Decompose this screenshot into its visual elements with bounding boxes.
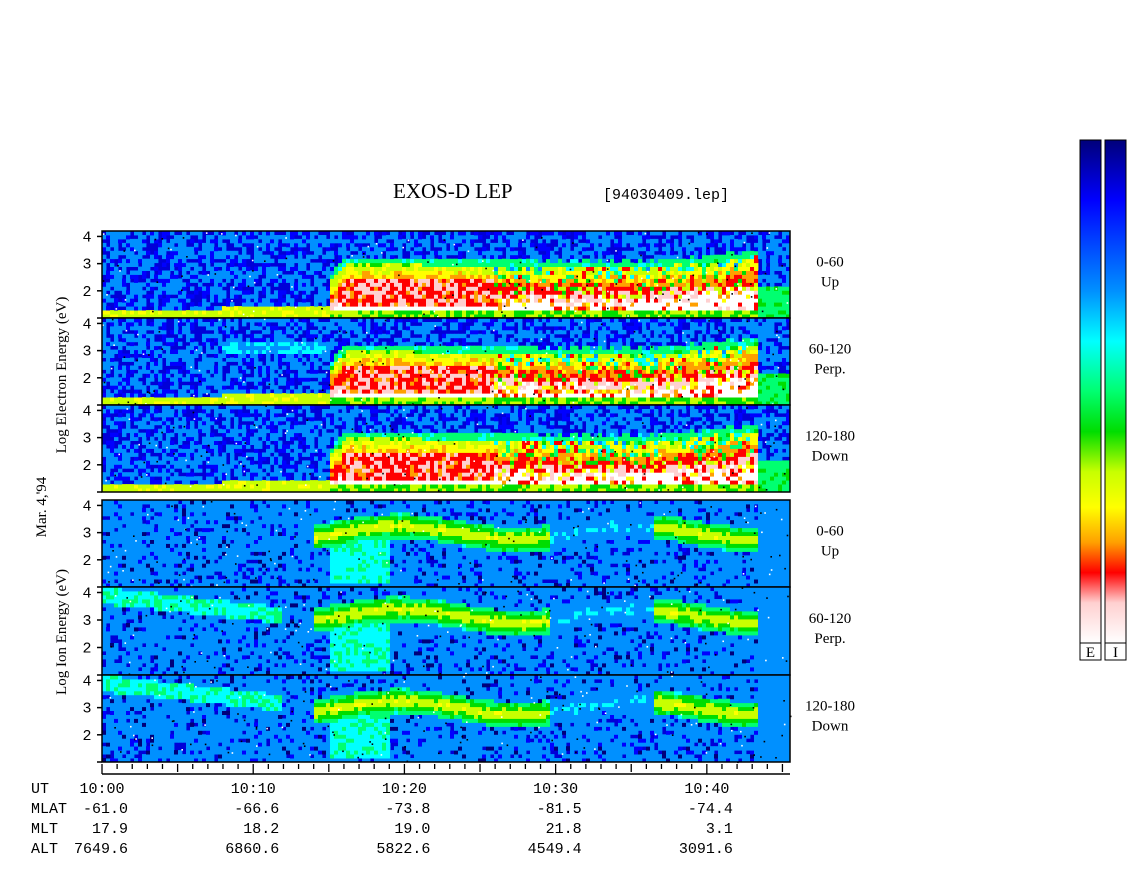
pitch-direction-label: Up — [821, 544, 839, 560]
pitch-direction-label: Perp. — [814, 362, 845, 378]
orbit-value-ut: 10:20 — [382, 781, 427, 798]
spectrogram-panel-ion-perp — [101, 586, 791, 677]
pitch-direction-label: Up — [821, 275, 839, 291]
date-label: Mar. 4,'94 — [34, 476, 50, 537]
orbit-value-mlt: 18.2 — [243, 821, 279, 838]
y-tick-label: 4 — [82, 586, 91, 603]
orbit-value-ut: 10:10 — [231, 781, 276, 798]
chart-title: EXOS-D LEP — [393, 179, 513, 203]
y-tick-label: 2 — [82, 728, 91, 745]
spectrogram-panel-ion-up — [101, 499, 791, 588]
orbit-value-mlat: -61.0 — [83, 801, 128, 818]
orbit-value-alt: 6860.6 — [225, 841, 279, 858]
orbit-value-alt: 3091.6 — [679, 841, 733, 858]
y-tick-label: 2 — [82, 458, 91, 475]
colorbar-ion-label: I — [1113, 645, 1118, 661]
colorbar-electron: E — [1079, 139, 1102, 661]
orbit-value-ut: 10:40 — [684, 781, 729, 798]
y-tick-label: 3 — [82, 344, 91, 361]
y-tick-label: 2 — [82, 641, 91, 658]
orbit-value-mlat: -73.8 — [385, 801, 430, 818]
y-tick-label: 2 — [82, 371, 91, 388]
pitch-direction-label: Down — [812, 449, 849, 465]
pitch-range-label: 0-60 — [816, 524, 844, 540]
file-label: [94030409.lep] — [603, 187, 729, 204]
pitch-range-label: 120-180 — [805, 429, 855, 445]
orbit-value-mlt: 19.0 — [394, 821, 430, 838]
y-tick-label: 4 — [82, 316, 91, 333]
y-tick-label: 4 — [82, 673, 91, 690]
ion-y-axis-label: Log Ion Energy (eV) — [54, 569, 70, 695]
y-tick-label: 4 — [82, 498, 91, 515]
orbit-value-ut: 10:00 — [79, 781, 124, 798]
orbit-value-alt: 4549.4 — [528, 841, 582, 858]
orbit-value-alt: 7649.6 — [74, 841, 128, 858]
orbit-row-label: UT — [31, 781, 49, 798]
y-tick-label: 2 — [82, 553, 91, 570]
orbit-value-ut: 10:30 — [533, 781, 578, 798]
orbit-value-mlat: -81.5 — [537, 801, 582, 818]
pitch-range-label: 0-60 — [816, 255, 844, 271]
orbit-row-label: MLAT — [31, 801, 67, 818]
colorbar-electron-label: E — [1086, 645, 1095, 661]
spectrogram-panel-ion-down — [101, 674, 792, 764]
y-tick-label: 4 — [82, 229, 91, 246]
orbit-value-mlat: -66.6 — [234, 801, 279, 818]
orbit-row-label: ALT — [31, 841, 58, 858]
pitch-range-label: 60-120 — [809, 342, 852, 358]
spectrogram-panel-electron-perp — [101, 317, 791, 407]
spectrogram-panel-electron-down — [101, 404, 791, 493]
spectrogram-panel-electron-up — [101, 230, 791, 319]
orbit-value-alt: 5822.6 — [376, 841, 430, 858]
orbit-value-mlat: -74.4 — [688, 801, 733, 818]
pitch-direction-label: Down — [812, 719, 849, 735]
colorbar-ion: I — [1104, 139, 1127, 661]
orbit-value-mlt: 3.1 — [706, 821, 733, 838]
y-tick-label: 3 — [82, 526, 91, 543]
pitch-range-label: 120-180 — [805, 699, 855, 715]
electron-y-axis-label: Log Electron Energy (eV) — [54, 297, 70, 454]
orbit-value-mlt: 17.9 — [92, 821, 128, 838]
pitch-range-label: 60-120 — [809, 611, 852, 627]
orbit-value-mlt: 21.8 — [546, 821, 582, 838]
y-tick-label: 3 — [82, 613, 91, 630]
y-tick-label: 3 — [82, 701, 91, 718]
y-tick-label: 2 — [82, 284, 91, 301]
y-tick-label: 3 — [82, 257, 91, 274]
orbit-row-label: MLT — [31, 821, 58, 838]
pitch-direction-label: Perp. — [814, 631, 845, 647]
y-tick-label: 4 — [82, 403, 91, 420]
y-tick-label: 3 — [82, 431, 91, 448]
